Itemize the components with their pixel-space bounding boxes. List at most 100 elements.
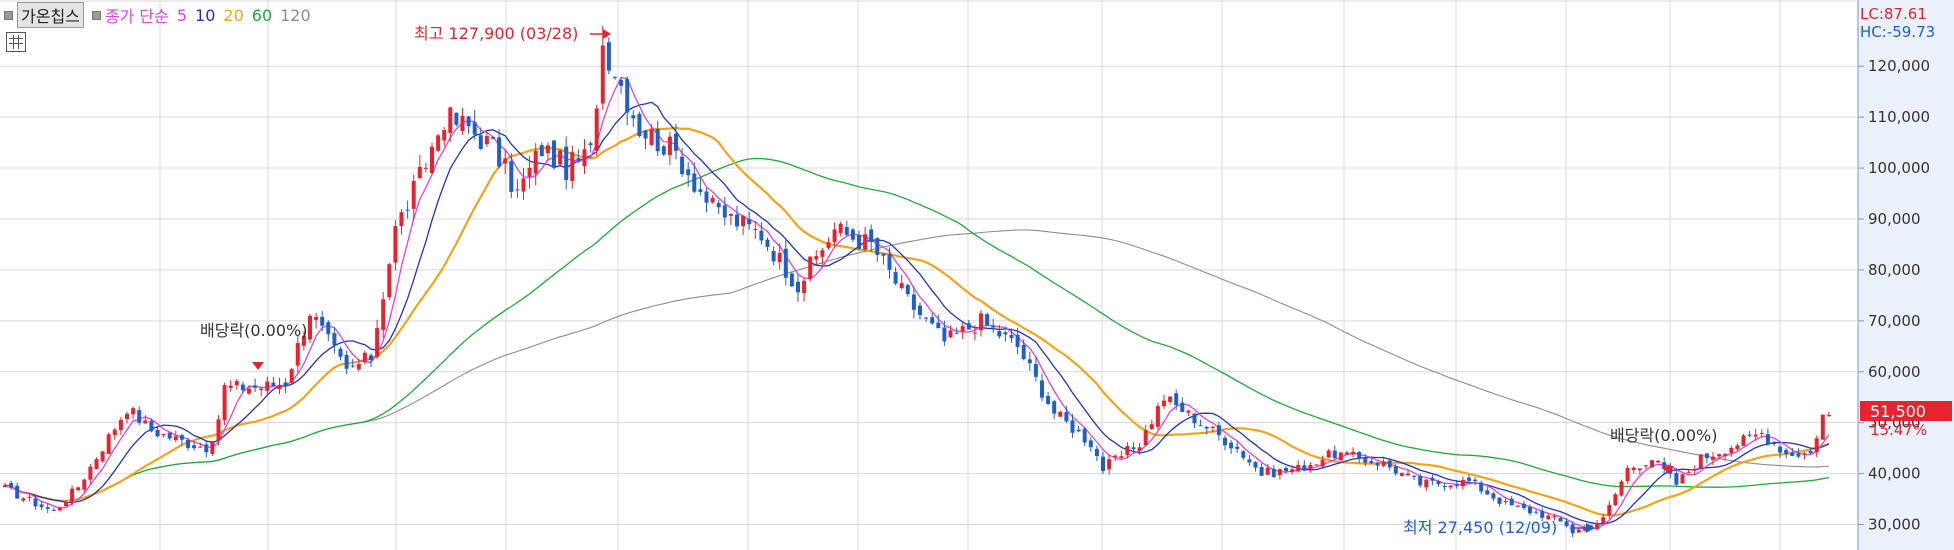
table-grid-icon[interactable] <box>6 32 26 52</box>
candle <box>948 325 953 339</box>
candle-body <box>1662 462 1667 469</box>
candle-body <box>9 483 14 488</box>
candle <box>1326 448 1331 459</box>
candle <box>82 478 87 492</box>
candle <box>1808 448 1813 455</box>
candle-body <box>1015 334 1020 348</box>
candle-body <box>1772 443 1776 445</box>
candle <box>393 220 398 271</box>
candle-body <box>667 136 672 156</box>
candle <box>137 406 142 426</box>
candle-body <box>1765 434 1770 444</box>
candle <box>1515 505 1520 508</box>
candle <box>173 430 178 443</box>
candle <box>210 440 215 456</box>
candle-body <box>1802 453 1807 455</box>
candle-body <box>1778 446 1783 453</box>
candle-body <box>1442 485 1447 488</box>
candle <box>350 358 355 368</box>
candle-body <box>991 326 996 328</box>
candle-body <box>460 115 465 132</box>
candle <box>606 37 611 75</box>
candle <box>1088 437 1093 452</box>
candle <box>1741 433 1746 446</box>
candle <box>1412 475 1417 481</box>
candle-body <box>735 214 739 227</box>
candle <box>1155 402 1160 430</box>
candle-body <box>948 330 953 338</box>
candle <box>783 238 788 286</box>
candle <box>497 129 502 169</box>
candle-body <box>979 313 983 331</box>
candle <box>1723 453 1728 461</box>
candle <box>637 111 642 138</box>
candle-body <box>1064 412 1069 422</box>
ma120-period: 120 <box>280 5 311 25</box>
candle-body <box>338 348 343 357</box>
ma10-line <box>4 101 1830 525</box>
candle <box>991 318 996 333</box>
candle <box>564 136 569 190</box>
candle-body <box>1607 505 1612 516</box>
candle-body <box>1082 428 1087 443</box>
candle <box>619 76 624 94</box>
candle <box>1363 454 1368 467</box>
candle-body <box>186 440 190 448</box>
high-annotation: 최고 127,900 (03/28) <box>414 24 578 43</box>
candle <box>1680 473 1685 484</box>
candle <box>320 310 325 332</box>
candle <box>1692 465 1697 475</box>
candle <box>1052 399 1057 420</box>
candle <box>661 144 666 157</box>
candle <box>491 136 495 140</box>
candle-body <box>51 509 56 511</box>
candle-body <box>649 129 654 145</box>
candle <box>314 312 319 329</box>
candle-body <box>1296 464 1301 472</box>
price-tag-change: 15.47% <box>1870 421 1927 439</box>
candle <box>1143 424 1148 446</box>
candle <box>1180 397 1185 413</box>
candle-body <box>1003 332 1008 335</box>
candle <box>21 497 26 503</box>
candle <box>1759 429 1764 438</box>
candle <box>57 506 62 512</box>
candle <box>1607 500 1612 520</box>
candle <box>1351 447 1356 458</box>
candle-body <box>247 388 251 394</box>
candle-body <box>1052 401 1057 414</box>
candle-body <box>411 181 416 209</box>
candle-body <box>1113 455 1118 458</box>
candle-body <box>39 504 44 508</box>
candle <box>1290 465 1295 475</box>
candle-body <box>131 408 136 415</box>
candle-body <box>106 434 111 454</box>
candle <box>1064 405 1069 424</box>
stock-name[interactable]: 가온칩스 <box>17 2 84 28</box>
candle-body <box>76 487 81 491</box>
candle <box>777 243 782 270</box>
candle-body <box>356 364 361 370</box>
candle-body <box>1107 459 1112 470</box>
candle-body <box>796 281 800 293</box>
candle <box>1119 450 1124 459</box>
candle <box>1162 394 1166 409</box>
candle <box>387 262 392 301</box>
candle <box>112 427 117 440</box>
candle <box>1009 328 1014 343</box>
candle-body <box>1613 494 1618 506</box>
price-axis: 30,00040,00050,00060,00070,00080,00090,0… <box>1857 0 1954 550</box>
candle <box>198 442 203 448</box>
candle-body <box>704 191 709 203</box>
candle <box>1271 464 1276 479</box>
candle-body <box>1387 460 1392 468</box>
candle <box>94 457 99 470</box>
candle <box>179 433 184 446</box>
candle <box>1241 450 1246 461</box>
candle-body <box>259 388 264 391</box>
candle <box>1015 328 1020 355</box>
candle <box>283 378 288 394</box>
candle <box>747 211 752 230</box>
candle <box>1473 477 1478 486</box>
candle <box>289 368 294 385</box>
